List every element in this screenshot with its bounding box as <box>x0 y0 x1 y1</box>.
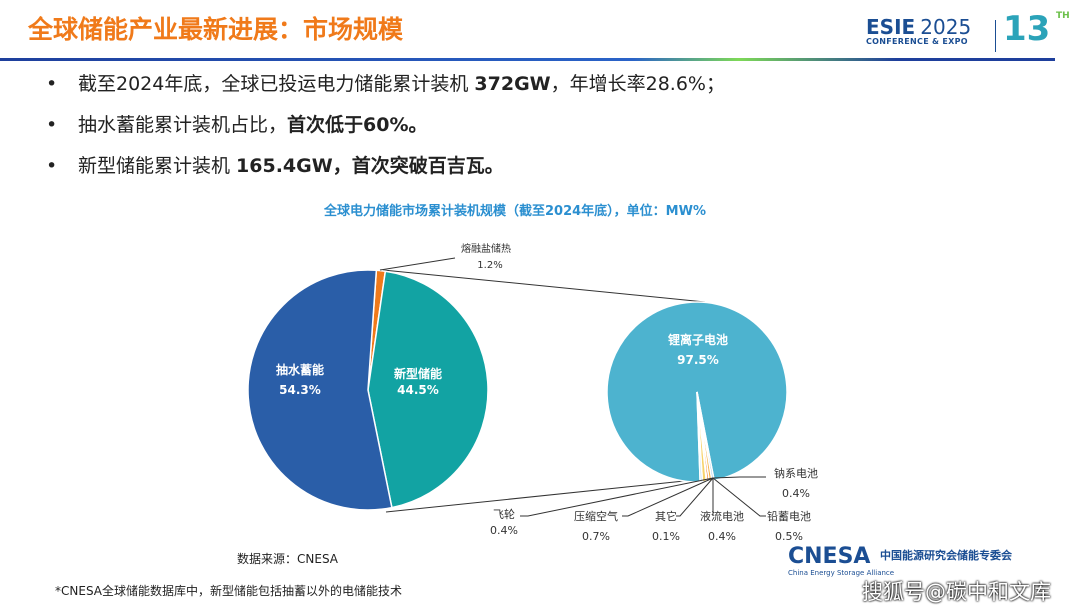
leader-line <box>622 477 714 517</box>
cnesa-name: 中国能源研究会储能专委会 <box>880 549 1012 562</box>
logo-separator <box>995 20 996 52</box>
bullet-list: • 截至2024年底，全球已投运电力储能累计装机 372GW，年增长率28.6%；… <box>46 66 725 189</box>
edition-logo: 13 <box>1003 9 1051 49</box>
watermark: 搜狐号@碳中和文库 <box>862 580 1051 604</box>
cnesa-logo: CNESA <box>788 544 871 569</box>
chart-title: 全球电力储能市场累计装机规模（截至2024年底），单位：MW% <box>324 204 706 219</box>
footnote: *CNESA全球储能数据库中，新型储能包括抽蓄以外的电储能技术 <box>55 584 402 598</box>
leader-line <box>712 477 766 517</box>
esie-logo: ESIE 2025 CONFERENCE & EXPO <box>866 16 971 47</box>
data-label: 1.2% <box>477 260 502 271</box>
data-label: 44.5% <box>397 383 439 397</box>
edition-suffix: TH <box>1056 11 1070 21</box>
data-label: 飞轮 <box>493 507 515 521</box>
data-label: 铅蓄电池 <box>767 509 811 523</box>
pie-slice <box>367 270 489 509</box>
data-label: 54.3% <box>279 383 321 397</box>
logo-subtitle: CONFERENCE & EXPO <box>866 37 968 46</box>
leader-line <box>520 477 714 517</box>
page-title: 全球储能产业最新进展：市场规模 <box>28 15 404 44</box>
pie-slice <box>247 269 393 511</box>
data-label: 抽水蓄能 <box>276 362 324 377</box>
leader-line <box>382 269 706 303</box>
data-label: 新型储能 <box>394 366 442 381</box>
data-source: 数据来源：CNESA <box>237 552 338 566</box>
data-label: 0.4% <box>490 524 518 537</box>
data-label: 0.4% <box>708 530 736 543</box>
data-label: 熔融盐储热 <box>461 242 511 255</box>
header-divider <box>0 58 1055 61</box>
data-label: 0.4% <box>782 487 810 500</box>
data-label: 其它 <box>655 509 677 523</box>
bullet-item: • 截至2024年底，全球已投运电力储能累计装机 372GW，年增长率28.6%； <box>46 73 725 95</box>
data-label: 0.7% <box>582 530 610 543</box>
bullet-item: • 新型储能累计装机 165.4GW，首次突破百吉瓦。 <box>46 155 504 177</box>
leader-line <box>676 477 714 517</box>
leader-line <box>379 257 456 271</box>
cnesa-english: China Energy Storage Alliance <box>788 569 895 577</box>
leader-line <box>385 477 714 513</box>
logo-brand: ESIE <box>866 15 916 39</box>
data-label: 锂离子电池 <box>668 332 728 347</box>
data-label: 液流电池 <box>700 509 744 523</box>
data-label: 0.5% <box>775 530 803 543</box>
data-label: 0.1% <box>652 530 680 543</box>
data-label: 钠系电池 <box>774 466 818 480</box>
leader-line <box>712 476 766 479</box>
pie-slice <box>696 391 704 483</box>
data-label: 97.5% <box>677 353 719 367</box>
logo-year: 2025 <box>920 15 972 39</box>
bullet-item: • 抽水蓄能累计装机占比，首次低于60%。 <box>46 114 428 136</box>
data-label: 压缩空气 <box>574 509 618 523</box>
